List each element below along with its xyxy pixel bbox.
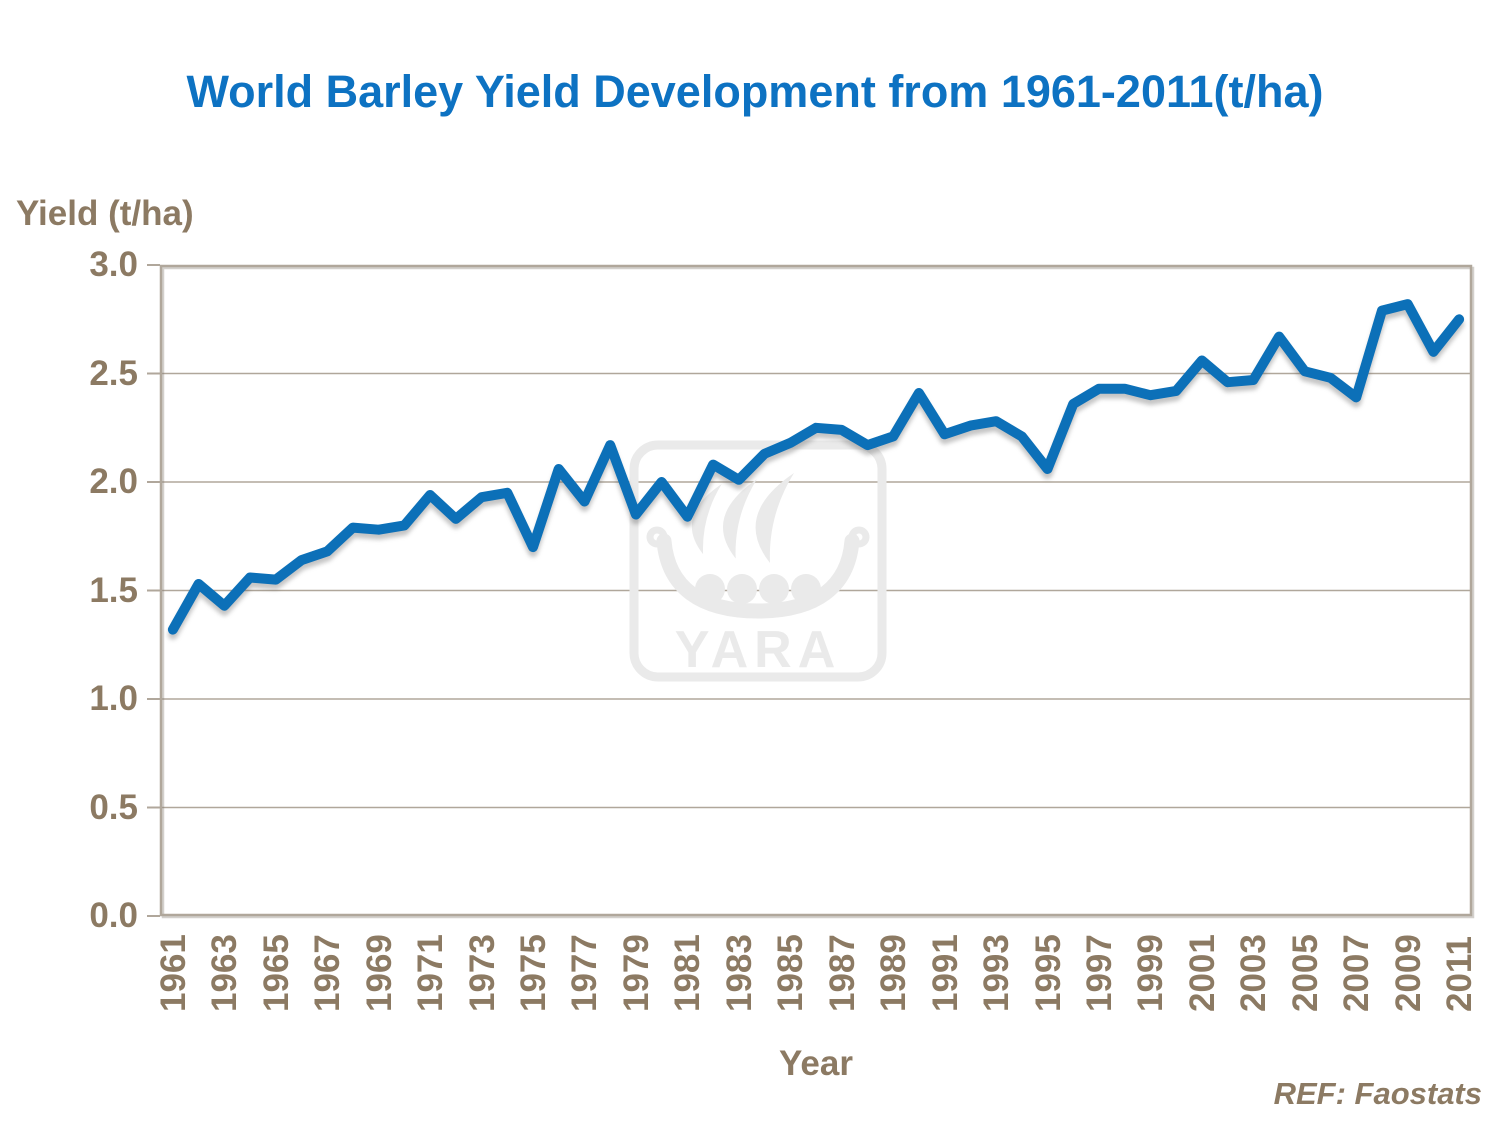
watermark-sail	[722, 479, 757, 559]
x-tick-label: 1961	[153, 934, 193, 1012]
watermark-sail	[755, 473, 794, 563]
watermark-sail	[691, 483, 722, 555]
watermark-hull	[656, 533, 860, 619]
watermark-prow-curl	[848, 526, 870, 548]
watermark-text: YARA	[675, 621, 842, 679]
yield-series-line	[167, 299, 1465, 635]
x-tick-label: 1965	[256, 934, 296, 1012]
y-tick-label: 0.5	[89, 787, 138, 827]
x-tick-label: 2009	[1388, 934, 1428, 1012]
x-tick-label: 2005	[1285, 934, 1325, 1012]
y-axis-title: Yield (t/ha)	[16, 194, 194, 233]
watermark-shield	[759, 574, 789, 604]
x-tick-label: 1967	[308, 934, 348, 1012]
plot-area: YARA	[147, 264, 1473, 917]
watermark-shield	[727, 574, 757, 604]
x-tick-label: 2003	[1234, 934, 1274, 1012]
y-tick-label: 0.0	[89, 896, 138, 935]
reference-note: REF: Faostats	[1273, 1076, 1482, 1111]
y-tick-label: 1.0	[89, 679, 138, 718]
x-tick-label: 1977	[565, 934, 605, 1012]
x-tick-label: 1987	[822, 934, 862, 1012]
x-axis-title: Year	[779, 1044, 853, 1083]
watermark-ship-icon	[646, 473, 870, 619]
x-tick-label: 1993	[977, 934, 1017, 1012]
plot-border	[159, 264, 1473, 917]
x-tick-label: 1983	[719, 934, 759, 1012]
x-tick-label: 2007	[1337, 934, 1377, 1012]
watermark-prow-curl	[646, 526, 668, 548]
x-tick-label: 1969	[359, 934, 399, 1012]
x-tick-label: 1999	[1131, 934, 1171, 1012]
x-tick-label: 1989	[874, 934, 914, 1012]
x-tick-label: 1973	[462, 934, 502, 1012]
watermark-shield	[695, 574, 725, 604]
x-tick-label: 1991	[925, 934, 965, 1012]
x-tick-label: 1975	[514, 934, 554, 1012]
chart-title: World Barley Yield Development from 1961…	[186, 66, 1324, 117]
y-tick-label: 2.5	[89, 353, 138, 393]
watermark-shield	[791, 574, 821, 604]
y-tick-label: 2.0	[89, 462, 138, 501]
x-tick-label: 1985	[771, 934, 811, 1012]
x-tick-label: 2011	[1440, 936, 1480, 1012]
x-tick-label: 2001	[1182, 934, 1222, 1012]
x-tick-label: 1981	[668, 934, 708, 1012]
watermark-logo: YARA	[629, 440, 887, 682]
watermark-frame	[629, 440, 887, 682]
x-tick-label: 1963	[205, 934, 245, 1012]
y-tick-label: 1.5	[89, 570, 138, 610]
x-tick-label: 1997	[1079, 934, 1119, 1012]
x-tick-label: 1995	[1028, 934, 1068, 1012]
x-tick-label: 1979	[616, 934, 656, 1012]
x-tick-label: 1971	[411, 934, 451, 1012]
y-tick-label: 3.0	[89, 245, 138, 284]
